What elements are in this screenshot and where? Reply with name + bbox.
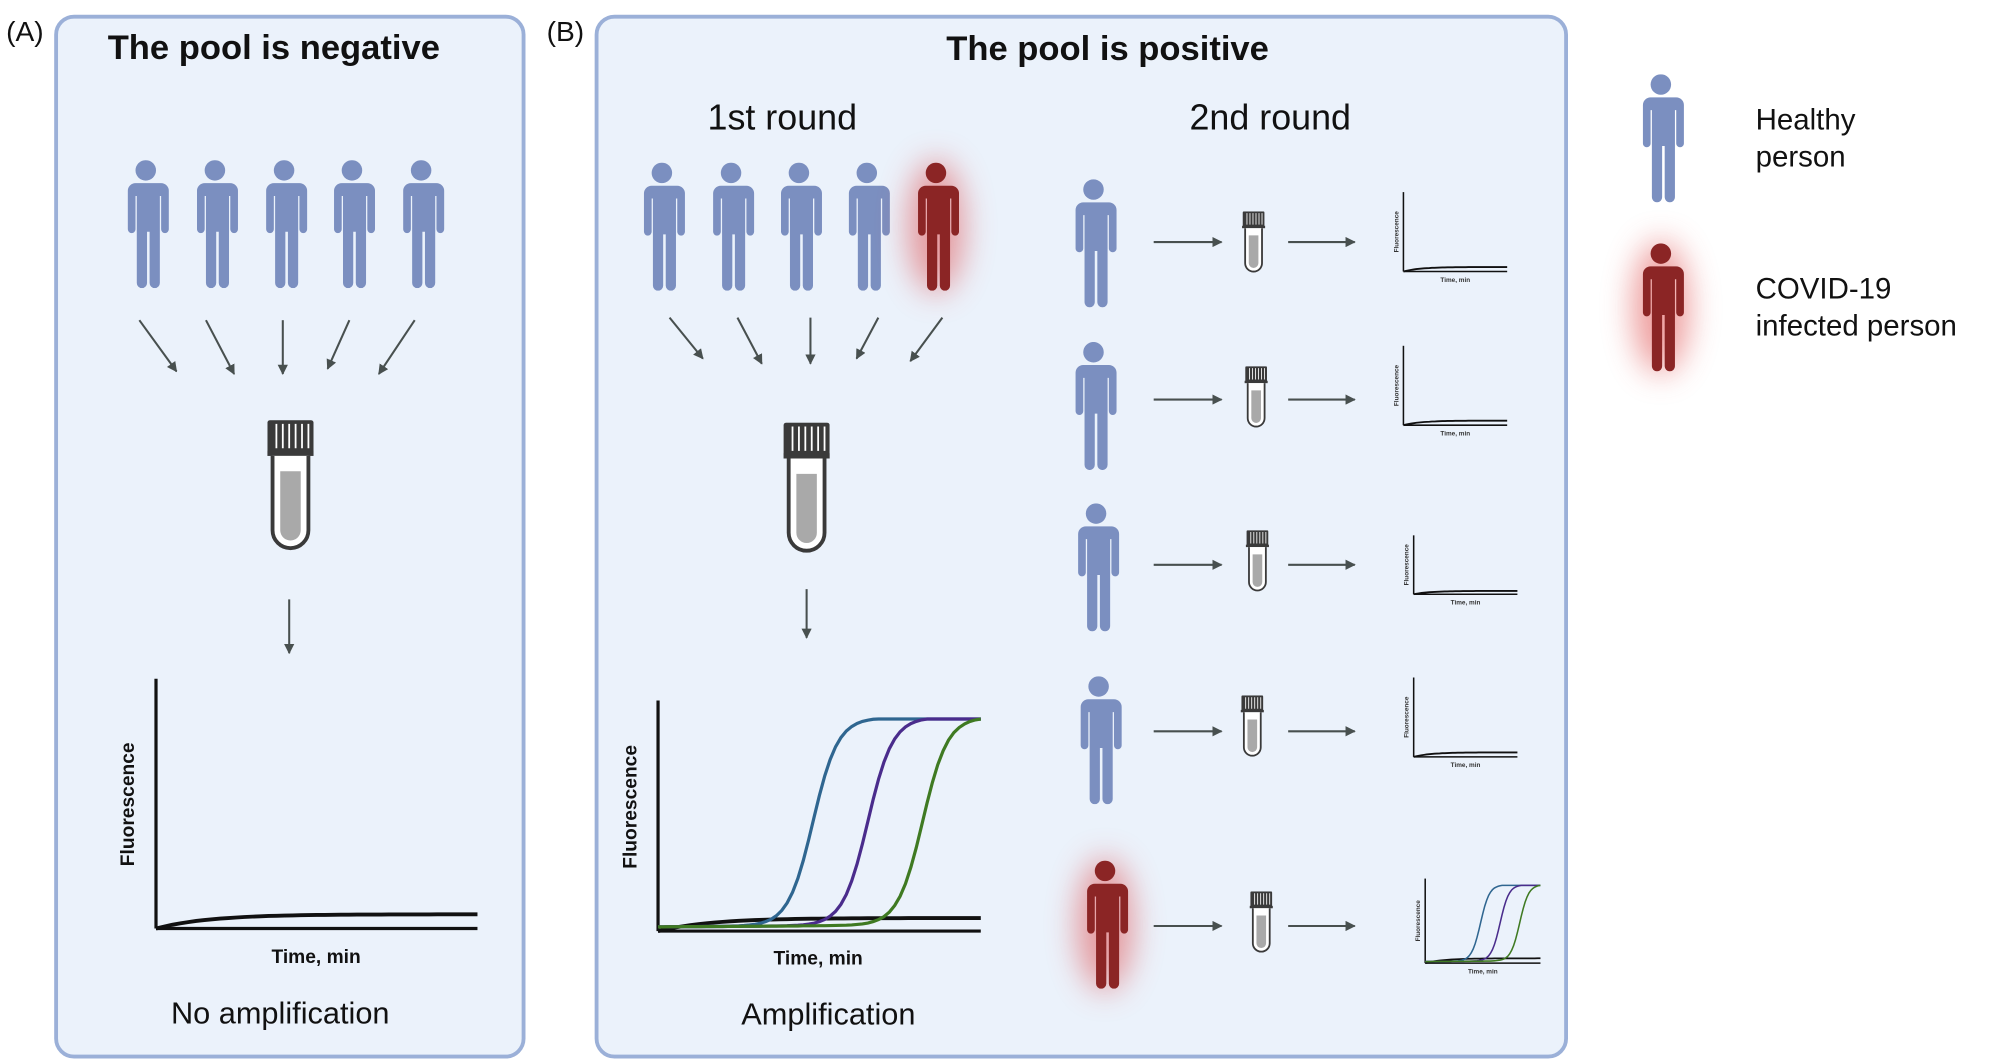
panel-b-chart xyxy=(656,700,982,933)
mini-chart-ylabel: Fluorescence xyxy=(1393,364,1400,406)
second-round-label: 2nd round xyxy=(1189,97,1351,137)
arrow-icon xyxy=(855,317,880,360)
healthy-person-icon xyxy=(1642,74,1684,203)
test-tube-icon xyxy=(1244,366,1268,428)
panel-a-tag: (A) xyxy=(6,15,44,47)
test-tube-icon xyxy=(1249,891,1273,953)
panel-a-chart-ylabel: Fluorescence xyxy=(118,742,139,866)
curve-green xyxy=(1425,884,1541,963)
legend-healthy-line1: Healthy xyxy=(1756,103,1856,136)
test-tube-icon xyxy=(783,422,830,553)
mini-chart-ylabel: Fluorescence xyxy=(1404,544,1411,586)
arrow-icon xyxy=(138,319,178,373)
second-round-row: Fluorescence Time, min xyxy=(1075,179,1508,308)
panel-b-title: The pool is positive xyxy=(946,30,1269,68)
test-tube-icon xyxy=(1242,211,1266,273)
second-round-row: Fluorescence Time, min xyxy=(1078,503,1518,632)
panel-b-tag: (B) xyxy=(547,15,585,47)
panel-b-chart-ylabel: Fluorescence xyxy=(620,745,641,869)
test-tube-icon xyxy=(1240,695,1264,757)
baseline-curve xyxy=(1403,266,1508,273)
legend-infected-line1: COVID-19 xyxy=(1756,272,1892,305)
panel-a-chart xyxy=(154,678,478,931)
panel-b-chart-xlabel: Time, min xyxy=(773,948,862,969)
mini-chart-xlabel: Time, min xyxy=(1468,968,1498,975)
arrow-icon xyxy=(377,319,416,375)
curve-green xyxy=(658,717,982,929)
test-tube-icon xyxy=(267,420,314,551)
legend-healthy-line2: person xyxy=(1756,140,1846,173)
arrow-icon xyxy=(205,319,236,375)
second-round-rows: Fluorescence Time, min Fluorescence Time, m… xyxy=(1075,179,1541,992)
panel-b-arrows xyxy=(668,316,944,639)
mini-chart-xlabel: Time, min xyxy=(1451,762,1481,769)
second-round-row: Fluorescence Time, min xyxy=(1080,676,1518,805)
mini-chart-ylabel: Fluorescence xyxy=(1393,211,1400,253)
legend-infected-line2: infected person xyxy=(1756,310,1957,343)
second-round-row: Fluorescence Time, min xyxy=(1076,858,1541,992)
legend: Healthy person COVID-19 infected person xyxy=(1632,74,1957,374)
panel-a-title: The pool is negative xyxy=(108,29,440,67)
second-round-row: Fluorescence Time, min xyxy=(1075,341,1508,471)
arrow-icon xyxy=(909,317,944,362)
baseline-curve xyxy=(1403,419,1508,427)
mini-chart-xlabel: Time, min xyxy=(1440,277,1470,284)
arrow-icon xyxy=(736,317,763,365)
mini-chart-xlabel: Time, min xyxy=(1451,600,1481,607)
arrow-icon xyxy=(326,319,351,370)
panel-a-chart-xlabel: Time, min xyxy=(271,947,360,968)
arrow-icon xyxy=(668,316,704,360)
panel-b-caption: Amplification xyxy=(741,997,915,1032)
first-round-label: 1st round xyxy=(708,97,858,137)
baseline-curve xyxy=(1425,957,1541,965)
mini-chart-ylabel: Fluorescence xyxy=(1404,696,1411,738)
panel-b-people xyxy=(643,160,965,294)
baseline-curve xyxy=(155,912,478,931)
mini-chart-ylabel: Fluorescence xyxy=(1415,900,1422,942)
baseline-curve xyxy=(657,916,981,933)
baseline-curve xyxy=(1413,751,1518,758)
mini-chart-xlabel: Time, min xyxy=(1440,430,1470,437)
panel-a-caption: No amplification xyxy=(171,995,390,1030)
test-tube-icon xyxy=(1245,530,1269,592)
panel-a-arrows xyxy=(138,319,416,655)
baseline-curve xyxy=(1413,590,1518,596)
